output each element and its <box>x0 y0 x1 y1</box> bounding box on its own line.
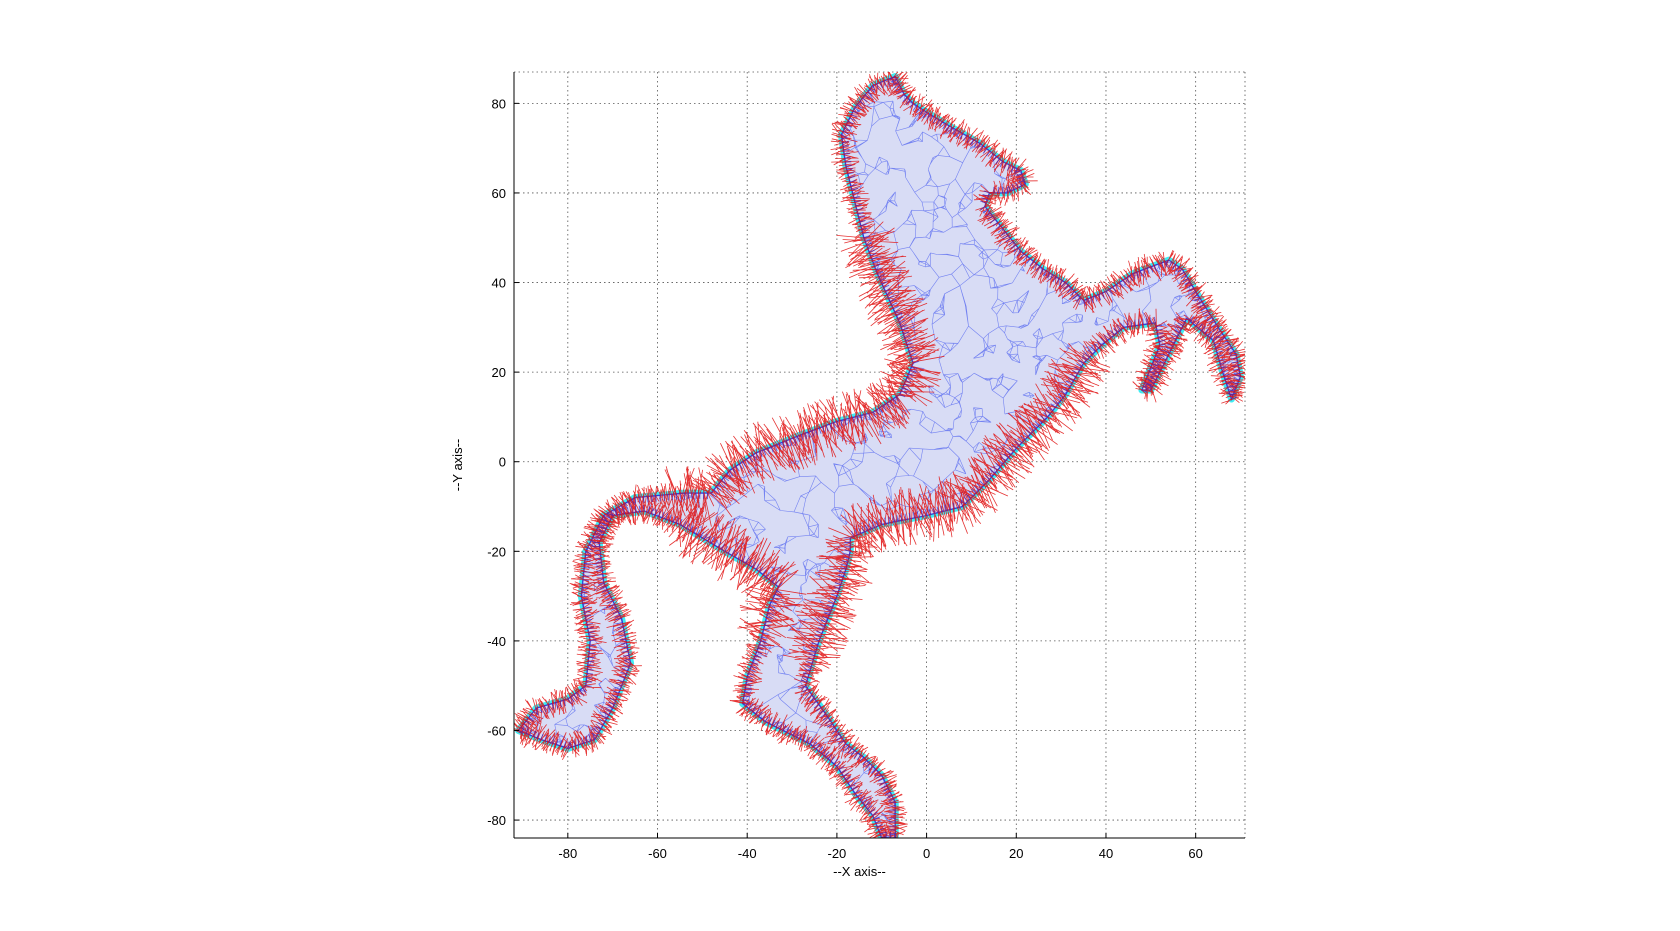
plot-area: -80 -60 -40 -20 0 20 40 60 806040200-20-40-60-8… <box>487 71 1246 861</box>
y-tick-label: 20 <box>492 365 506 380</box>
x-axis-ticks: -80 -60 -40 -20 0 20 40 60 <box>558 833 1203 861</box>
x-tick-label: -40 <box>738 846 757 861</box>
y-tick-label: -60 <box>487 723 506 738</box>
horse-shape <box>514 72 1245 838</box>
x-axis-label: --X axis-- <box>833 864 886 879</box>
normal-vectors <box>514 72 1245 838</box>
x-tick-label: 20 <box>1009 846 1023 861</box>
y-axis-ticks: 80 60 40 20 0 -20 -40 -60 -80 <box>487 96 519 828</box>
normal-bases <box>518 76 1241 838</box>
x-tick-label: -20 <box>827 846 846 861</box>
x-tick-label: 40 <box>1099 846 1113 861</box>
y-tick-label: -80 <box>487 813 506 828</box>
x-tick-label: -80 <box>558 846 577 861</box>
x-tick-label: 60 <box>1188 846 1202 861</box>
y-axis-label: --Y axis-- <box>450 439 465 491</box>
x-tick-label: 0 <box>923 846 930 861</box>
y-tick-label: 0 <box>499 455 506 470</box>
y-tick-label: -20 <box>487 544 506 559</box>
x-tick-label: -60 <box>648 846 667 861</box>
shape-fill <box>518 76 1241 838</box>
axes-lines <box>513 72 1245 839</box>
y-tick-label: 40 <box>492 276 506 291</box>
y-tick-label: 60 <box>492 186 506 201</box>
y-tick-label: 80 <box>492 96 506 111</box>
y-tick-label: -40 <box>487 634 506 649</box>
